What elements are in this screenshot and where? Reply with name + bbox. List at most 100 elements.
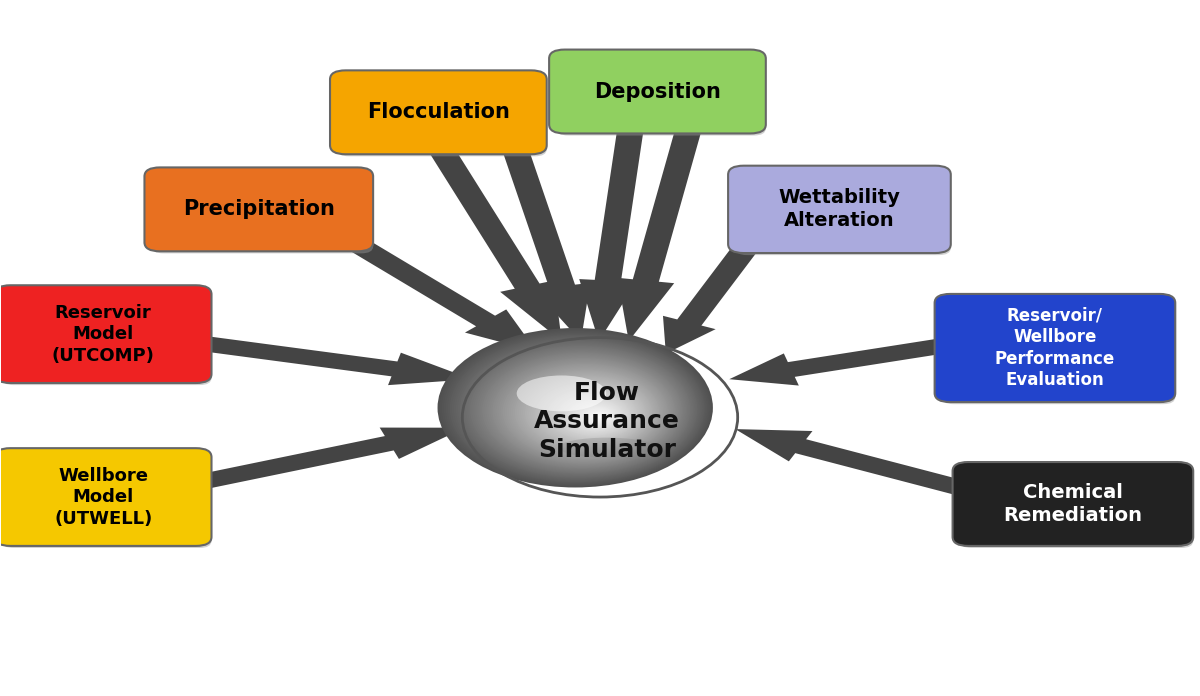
Ellipse shape bbox=[598, 416, 601, 418]
Ellipse shape bbox=[466, 344, 694, 475]
Ellipse shape bbox=[588, 411, 608, 422]
Ellipse shape bbox=[504, 365, 666, 459]
Ellipse shape bbox=[586, 409, 610, 423]
Ellipse shape bbox=[529, 378, 649, 448]
Ellipse shape bbox=[451, 336, 703, 482]
Ellipse shape bbox=[442, 331, 710, 486]
Ellipse shape bbox=[439, 329, 712, 487]
Text: Reservoir/
Wellbore
Performance
Evaluation: Reservoir/ Wellbore Performance Evaluati… bbox=[995, 307, 1115, 389]
Polygon shape bbox=[662, 239, 762, 354]
Ellipse shape bbox=[462, 342, 696, 477]
Ellipse shape bbox=[570, 401, 622, 431]
Ellipse shape bbox=[448, 333, 706, 483]
Text: Deposition: Deposition bbox=[594, 81, 721, 102]
Ellipse shape bbox=[539, 383, 642, 443]
Ellipse shape bbox=[592, 413, 606, 421]
Ellipse shape bbox=[472, 347, 689, 473]
Ellipse shape bbox=[530, 379, 648, 447]
Ellipse shape bbox=[458, 339, 698, 479]
Ellipse shape bbox=[450, 335, 704, 482]
Text: Reservoir
Model
(UTCOMP): Reservoir Model (UTCOMP) bbox=[52, 303, 155, 365]
FancyBboxPatch shape bbox=[736, 172, 950, 255]
Polygon shape bbox=[191, 427, 464, 491]
Ellipse shape bbox=[524, 376, 653, 450]
Text: Flocculation: Flocculation bbox=[367, 102, 510, 122]
Ellipse shape bbox=[533, 381, 647, 446]
Ellipse shape bbox=[518, 372, 656, 452]
Polygon shape bbox=[500, 143, 590, 341]
Ellipse shape bbox=[596, 415, 602, 419]
Polygon shape bbox=[580, 124, 644, 341]
FancyBboxPatch shape bbox=[953, 462, 1193, 546]
Ellipse shape bbox=[503, 364, 667, 459]
Ellipse shape bbox=[564, 397, 625, 433]
Ellipse shape bbox=[492, 358, 674, 464]
Ellipse shape bbox=[557, 394, 630, 436]
FancyBboxPatch shape bbox=[728, 166, 950, 253]
Ellipse shape bbox=[517, 372, 658, 453]
Ellipse shape bbox=[498, 361, 671, 461]
Ellipse shape bbox=[580, 406, 614, 426]
Text: Precipitation: Precipitation bbox=[182, 199, 335, 219]
Ellipse shape bbox=[511, 368, 662, 456]
Ellipse shape bbox=[476, 349, 686, 470]
Ellipse shape bbox=[547, 388, 637, 440]
Ellipse shape bbox=[568, 400, 623, 432]
Ellipse shape bbox=[515, 370, 659, 454]
Ellipse shape bbox=[551, 390, 634, 438]
Polygon shape bbox=[192, 335, 472, 385]
Text: Wellbore
Model
(UTWELL): Wellbore Model (UTWELL) bbox=[54, 466, 152, 528]
Ellipse shape bbox=[517, 375, 606, 411]
Ellipse shape bbox=[544, 386, 640, 442]
Ellipse shape bbox=[482, 353, 682, 468]
Ellipse shape bbox=[491, 357, 677, 465]
Ellipse shape bbox=[550, 390, 635, 439]
Ellipse shape bbox=[456, 338, 700, 480]
FancyBboxPatch shape bbox=[0, 285, 211, 383]
Ellipse shape bbox=[494, 359, 673, 463]
FancyBboxPatch shape bbox=[550, 49, 766, 134]
FancyBboxPatch shape bbox=[151, 174, 373, 253]
FancyBboxPatch shape bbox=[2, 292, 211, 385]
Polygon shape bbox=[426, 142, 562, 341]
Ellipse shape bbox=[594, 414, 605, 420]
FancyBboxPatch shape bbox=[337, 77, 547, 157]
Ellipse shape bbox=[576, 404, 617, 428]
Text: Wettability
Alteration: Wettability Alteration bbox=[779, 189, 900, 230]
Ellipse shape bbox=[545, 387, 638, 441]
FancyBboxPatch shape bbox=[557, 56, 766, 136]
Ellipse shape bbox=[445, 333, 707, 484]
Ellipse shape bbox=[574, 403, 618, 429]
FancyBboxPatch shape bbox=[330, 70, 547, 155]
Ellipse shape bbox=[464, 342, 695, 476]
Ellipse shape bbox=[460, 340, 697, 478]
Ellipse shape bbox=[480, 351, 683, 469]
FancyBboxPatch shape bbox=[935, 294, 1175, 402]
Ellipse shape bbox=[523, 375, 654, 450]
Ellipse shape bbox=[438, 328, 713, 487]
Polygon shape bbox=[618, 124, 703, 341]
Ellipse shape bbox=[509, 367, 664, 457]
Ellipse shape bbox=[486, 355, 679, 466]
Ellipse shape bbox=[454, 337, 702, 480]
Ellipse shape bbox=[478, 350, 685, 470]
Ellipse shape bbox=[500, 363, 670, 460]
Polygon shape bbox=[346, 237, 536, 351]
Polygon shape bbox=[736, 429, 974, 497]
FancyBboxPatch shape bbox=[960, 468, 1193, 548]
Ellipse shape bbox=[541, 385, 641, 443]
Ellipse shape bbox=[556, 393, 631, 436]
FancyBboxPatch shape bbox=[942, 300, 1175, 404]
Ellipse shape bbox=[506, 366, 665, 458]
Ellipse shape bbox=[559, 438, 655, 457]
FancyBboxPatch shape bbox=[144, 168, 373, 251]
Ellipse shape bbox=[470, 346, 690, 473]
Ellipse shape bbox=[527, 377, 650, 449]
Ellipse shape bbox=[512, 370, 661, 455]
Ellipse shape bbox=[590, 412, 607, 422]
Ellipse shape bbox=[553, 392, 632, 438]
Ellipse shape bbox=[583, 409, 611, 425]
Polygon shape bbox=[730, 337, 954, 386]
Text: Chemical
Remediation: Chemical Remediation bbox=[1003, 483, 1142, 525]
Ellipse shape bbox=[538, 383, 643, 445]
